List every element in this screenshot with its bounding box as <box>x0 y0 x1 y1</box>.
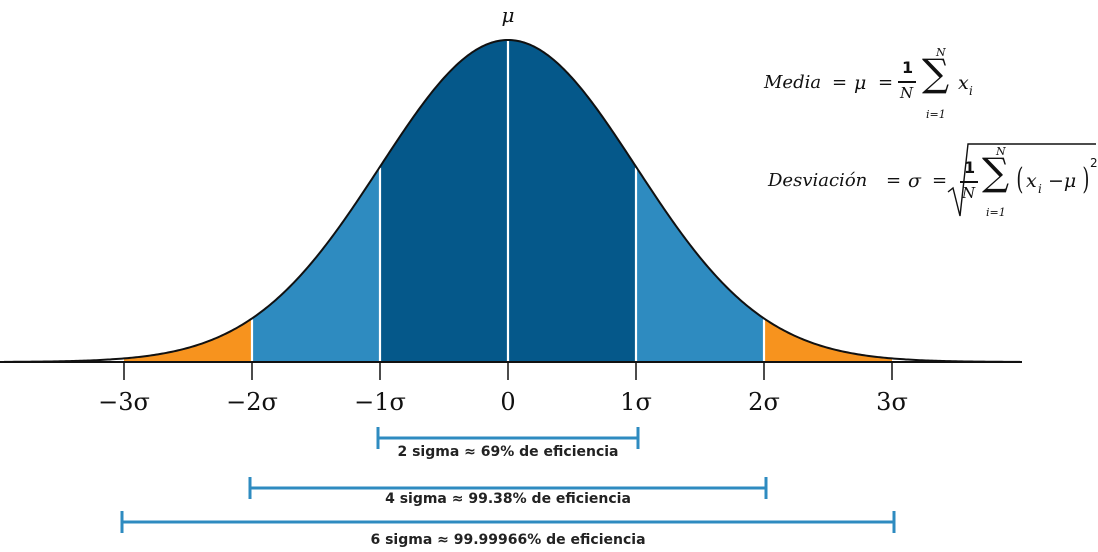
range-label: 4 sigma ≈ 99.38% de eficiencia <box>385 491 631 507</box>
sigma-range-brackets: 2 sigma ≈ 69% de eficiencia 4 sigma ≈ 99.… <box>120 427 896 548</box>
axis-tick-label: −3σ <box>98 388 150 416</box>
mean-term-x: x <box>958 72 969 94</box>
axis-ticks <box>123 362 893 380</box>
region-left-tail <box>124 318 252 362</box>
mean-fraction-denominator: N <box>900 84 914 102</box>
mean-sum-upper: N <box>936 46 946 59</box>
mean-fraction-numerator: 1 <box>902 58 914 77</box>
std-right-paren: ) <box>1082 162 1090 197</box>
axis-tick-label: −1σ <box>354 388 406 416</box>
std-formula-label: Desviación <box>768 170 868 191</box>
axis-tick-label: 1σ <box>620 388 652 416</box>
mean-fraction-bar <box>898 81 916 83</box>
mean-sigma-icon: ∑ <box>922 51 950 95</box>
mean-term-subscript: i <box>969 84 973 98</box>
std-formula-equals-2: = <box>932 170 948 191</box>
mean-formula: Media = μ = 1 N N ∑ i=1 x i <box>764 46 1004 126</box>
std-sigma-icon: ∑ <box>982 150 1010 194</box>
std-formula-sigma: σ <box>908 170 921 192</box>
std-term-x: x <box>1026 170 1037 192</box>
range-label: 6 sigma ≈ 99.99966% de eficiencia <box>370 532 645 548</box>
mean-formula-mu: μ <box>854 72 867 94</box>
region-right-tail <box>764 318 892 362</box>
std-power: 2 <box>1090 156 1098 170</box>
range-bracket: 2 sigma ≈ 69% de eficiencia <box>376 427 640 460</box>
std-fraction-bar <box>960 181 978 183</box>
sigma-dividers <box>250 41 766 362</box>
axis-tick-label: 3σ <box>876 388 908 416</box>
std-formula-equals: = <box>886 170 902 191</box>
square-root-icon <box>947 143 1096 217</box>
std-sum-upper: N <box>996 145 1006 158</box>
std-left-paren: ( <box>1016 162 1024 197</box>
range-label: 2 sigma ≈ 69% de eficiencia <box>397 444 618 460</box>
mu-label: μ <box>502 3 515 27</box>
std-minus-mu: −μ <box>1048 170 1077 192</box>
mean-sum-lower: i=1 <box>926 108 946 121</box>
axis-tick-labels: −3σ −2σ −1σ 0 1σ 2σ 3σ <box>98 388 908 416</box>
axis-tick-label: 0 <box>500 388 515 416</box>
mean-formula-equals: = <box>832 72 848 93</box>
std-term-subscript: i <box>1038 182 1042 196</box>
mean-formula-equals-2: = <box>878 72 894 93</box>
std-sum-lower: i=1 <box>986 206 1006 219</box>
range-bracket: 4 sigma ≈ 99.38% de eficiencia <box>248 477 768 507</box>
axis-tick-label: 2σ <box>748 388 780 416</box>
std-formula: Desviación = σ = 1 N N ∑ i=1 ( x i −μ ) … <box>768 140 1098 224</box>
std-fraction-denominator: N <box>962 184 976 202</box>
mean-formula-label: Media <box>764 72 822 93</box>
bell-curve <box>3 38 1020 363</box>
range-bracket: 6 sigma ≈ 99.99966% de eficiencia <box>120 511 896 548</box>
std-fraction-numerator: 1 <box>964 158 976 177</box>
axis-tick-label: −2σ <box>226 388 278 416</box>
